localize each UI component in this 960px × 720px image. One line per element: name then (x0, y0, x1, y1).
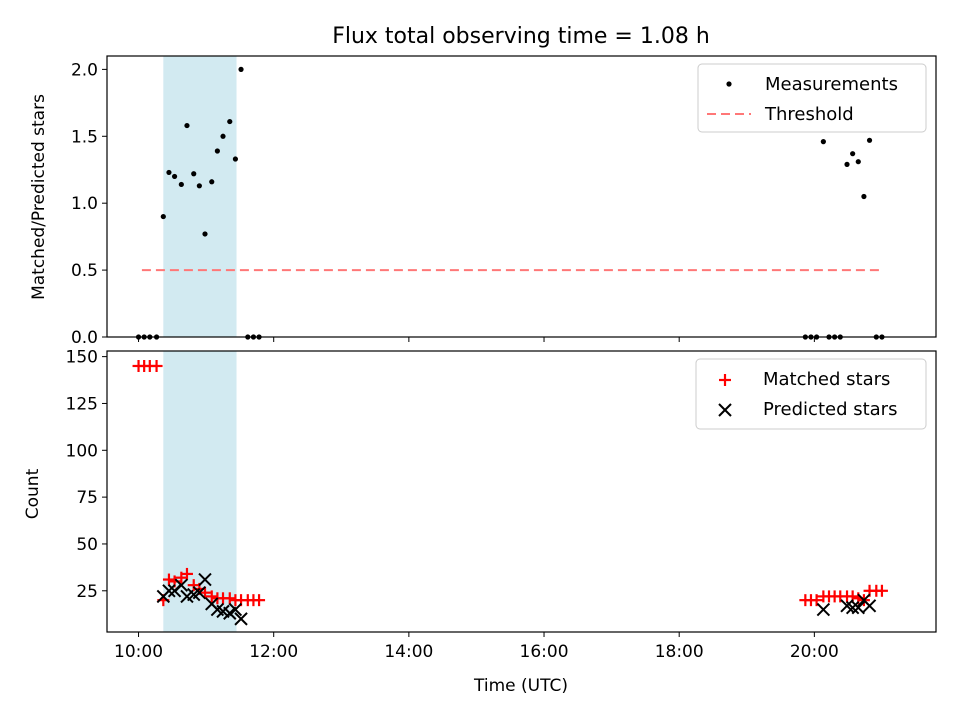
legend-predicted-marker (718, 403, 732, 417)
top-legend-box (697, 63, 927, 133)
predicted-star-stroke-b (845, 600, 860, 615)
measurement-point (227, 118, 233, 125)
bottom-panel: 25 50 75 100 125 150 10:00 12:00 14:00 16:00 18:0… (23, 348, 937, 696)
bottom-legend: Matched stars Predicted stars (695, 358, 927, 430)
measurement-point (184, 122, 190, 129)
bottom-x-tick-label: 20:00 (790, 642, 839, 662)
measurement-point (166, 169, 172, 176)
bottom-y-tick-label: 50 (76, 535, 98, 555)
predicted-star-stroke-b (162, 584, 176, 598)
top-y-tick-label: 0.0 (71, 328, 98, 348)
predicted-star-point (228, 602, 243, 617)
matched-star-point (162, 573, 175, 586)
top-legend: Measurements Threshold (697, 63, 927, 133)
predicted-star-stroke-b (851, 600, 865, 615)
predicted-star-stroke-b (816, 602, 831, 617)
top-y-ticks: 0.0 0.5 1.0 1.5 2.0 (71, 60, 107, 348)
matched-star-point (223, 592, 236, 605)
predicted-star-stroke-b (216, 604, 230, 619)
predicted-star-point (851, 600, 865, 615)
bottom-x-tick-label: 14:00 (384, 642, 433, 662)
measurement-point (178, 181, 184, 188)
chart-title: Flux total observing time = 1.08 h (332, 24, 710, 49)
predicted-star-point (816, 602, 831, 617)
top-shade-rect (163, 56, 237, 337)
predicted-star-point (845, 600, 860, 615)
legend-predicted-label: Predicted stars (763, 399, 897, 420)
predicted-star-stroke-b (228, 602, 243, 617)
predicted-star-stroke-b (862, 599, 877, 613)
top-y-tick-label: 1.0 (71, 194, 98, 214)
measurement-point (209, 179, 215, 185)
measurement-point (196, 183, 202, 189)
bottom-y-tick-label: 25 (76, 582, 98, 602)
measurement-point (861, 193, 867, 200)
matched-star-point (205, 590, 218, 603)
top-shaded-region (163, 56, 237, 337)
measurement-point (191, 171, 197, 177)
bottom-x-tick-label: 12:00 (249, 642, 298, 662)
matched-star-point (810, 594, 823, 607)
measurement-point (238, 66, 244, 72)
measurement-point (232, 156, 239, 162)
legend-matched-label: Matched stars (763, 369, 890, 390)
measurement-point (855, 159, 861, 165)
legend-threshold-label: Threshold (764, 104, 854, 125)
bottom-x-tick-label: 16:00 (520, 642, 569, 662)
bottom-axes-frame (106, 350, 937, 633)
top-axes-frame (106, 55, 937, 338)
bottom-y-tick-label: 75 (76, 488, 98, 508)
predicted-star-stroke-b (234, 612, 248, 626)
bottom-x-tick-label: 18:00 (655, 642, 704, 662)
predicted-star-stroke-b (192, 585, 207, 600)
predicted-star-stroke-b (198, 572, 212, 587)
measurement-point (202, 231, 208, 237)
bottom-y-ticks: 25 50 75 100 125 150 (66, 348, 107, 602)
measurement-point (220, 133, 226, 139)
measurement-point (844, 161, 850, 167)
predicted-star-point (862, 599, 877, 613)
predicted-star-stroke-b (210, 602, 225, 617)
legend-matched-marker (719, 374, 731, 386)
bottom-y-tick-label: 100 (66, 441, 98, 461)
predicted-star-stroke-b (174, 578, 189, 592)
top-y-axis-label: Matched/Predicted stars (29, 94, 49, 300)
bottom-y-tick-label: 125 (66, 394, 98, 414)
predicted-star-point (192, 585, 207, 600)
matched-star-point (150, 359, 163, 372)
matched-star-point (875, 584, 888, 597)
measurement-point (850, 151, 856, 157)
matched-star-point (253, 594, 266, 607)
top-y-tick-label: 0.5 (71, 261, 98, 281)
predicted-star-stroke-b (840, 599, 854, 613)
predicted-star-point (174, 578, 189, 592)
top-x-ticks (138, 337, 815, 342)
legend-measurements-marker (726, 81, 732, 87)
predicted-star-point (198, 572, 212, 587)
bottom-y-axis-label: Count (23, 468, 43, 519)
x-axis-label: Time (UTC) (473, 676, 568, 696)
top-y-tick-label: 2.0 (71, 60, 98, 80)
bottom-x-ticks: 10:00 12:00 14:00 16:00 18:00 20:00 (114, 632, 839, 662)
measurement-point (820, 139, 826, 145)
bottom-y-tick-label: 150 (66, 348, 98, 368)
legend-measurements-label: Measurements (765, 74, 898, 95)
predicted-star-point (162, 584, 176, 598)
measurement-point (214, 148, 220, 154)
top-y-tick-label: 1.5 (71, 127, 98, 147)
bottom-legend-box (695, 358, 927, 430)
measurement-point (171, 173, 178, 180)
matched-star-point (180, 567, 193, 580)
measurement-point (160, 213, 166, 220)
bottom-points (132, 359, 888, 626)
matched-star-point (198, 586, 211, 599)
measurement-point (866, 137, 873, 143)
predicted-star-point (234, 612, 248, 626)
bottom-x-tick-label: 10:00 (114, 642, 163, 662)
top-panel: 0.00.51.01.52.0 Matched/Predicted stars … (29, 55, 937, 348)
